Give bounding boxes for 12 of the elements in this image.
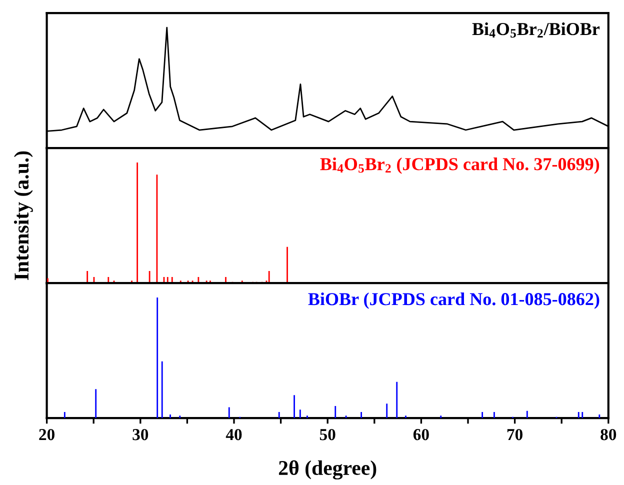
x-tick-label: 80 — [600, 428, 616, 440]
x-tick-label: 20 — [39, 428, 54, 440]
x-tick-label: 40 — [226, 428, 242, 440]
x-tick-label: 70 — [507, 428, 522, 440]
annotation: Bi$_{4}$O$_{5}$Br$_{2}$/BiOBr — [472, 22, 600, 38]
annotation: BiOBr (JCPDS card No. 01-085-0862) — [308, 292, 600, 309]
x-tick-label: 60 — [413, 428, 429, 440]
annotation: Bi$_{4}$O$_{5}$Br$_{2}$ (JCPDS card No. 37-0699) — [320, 158, 600, 174]
x-tick-label: 30 — [132, 428, 148, 440]
x-axis-title: 2θ (degree) — [278, 460, 376, 480]
y-axis-title: Intensity (a.u.) — [14, 151, 33, 280]
x-tick-label: 50 — [320, 428, 336, 440]
